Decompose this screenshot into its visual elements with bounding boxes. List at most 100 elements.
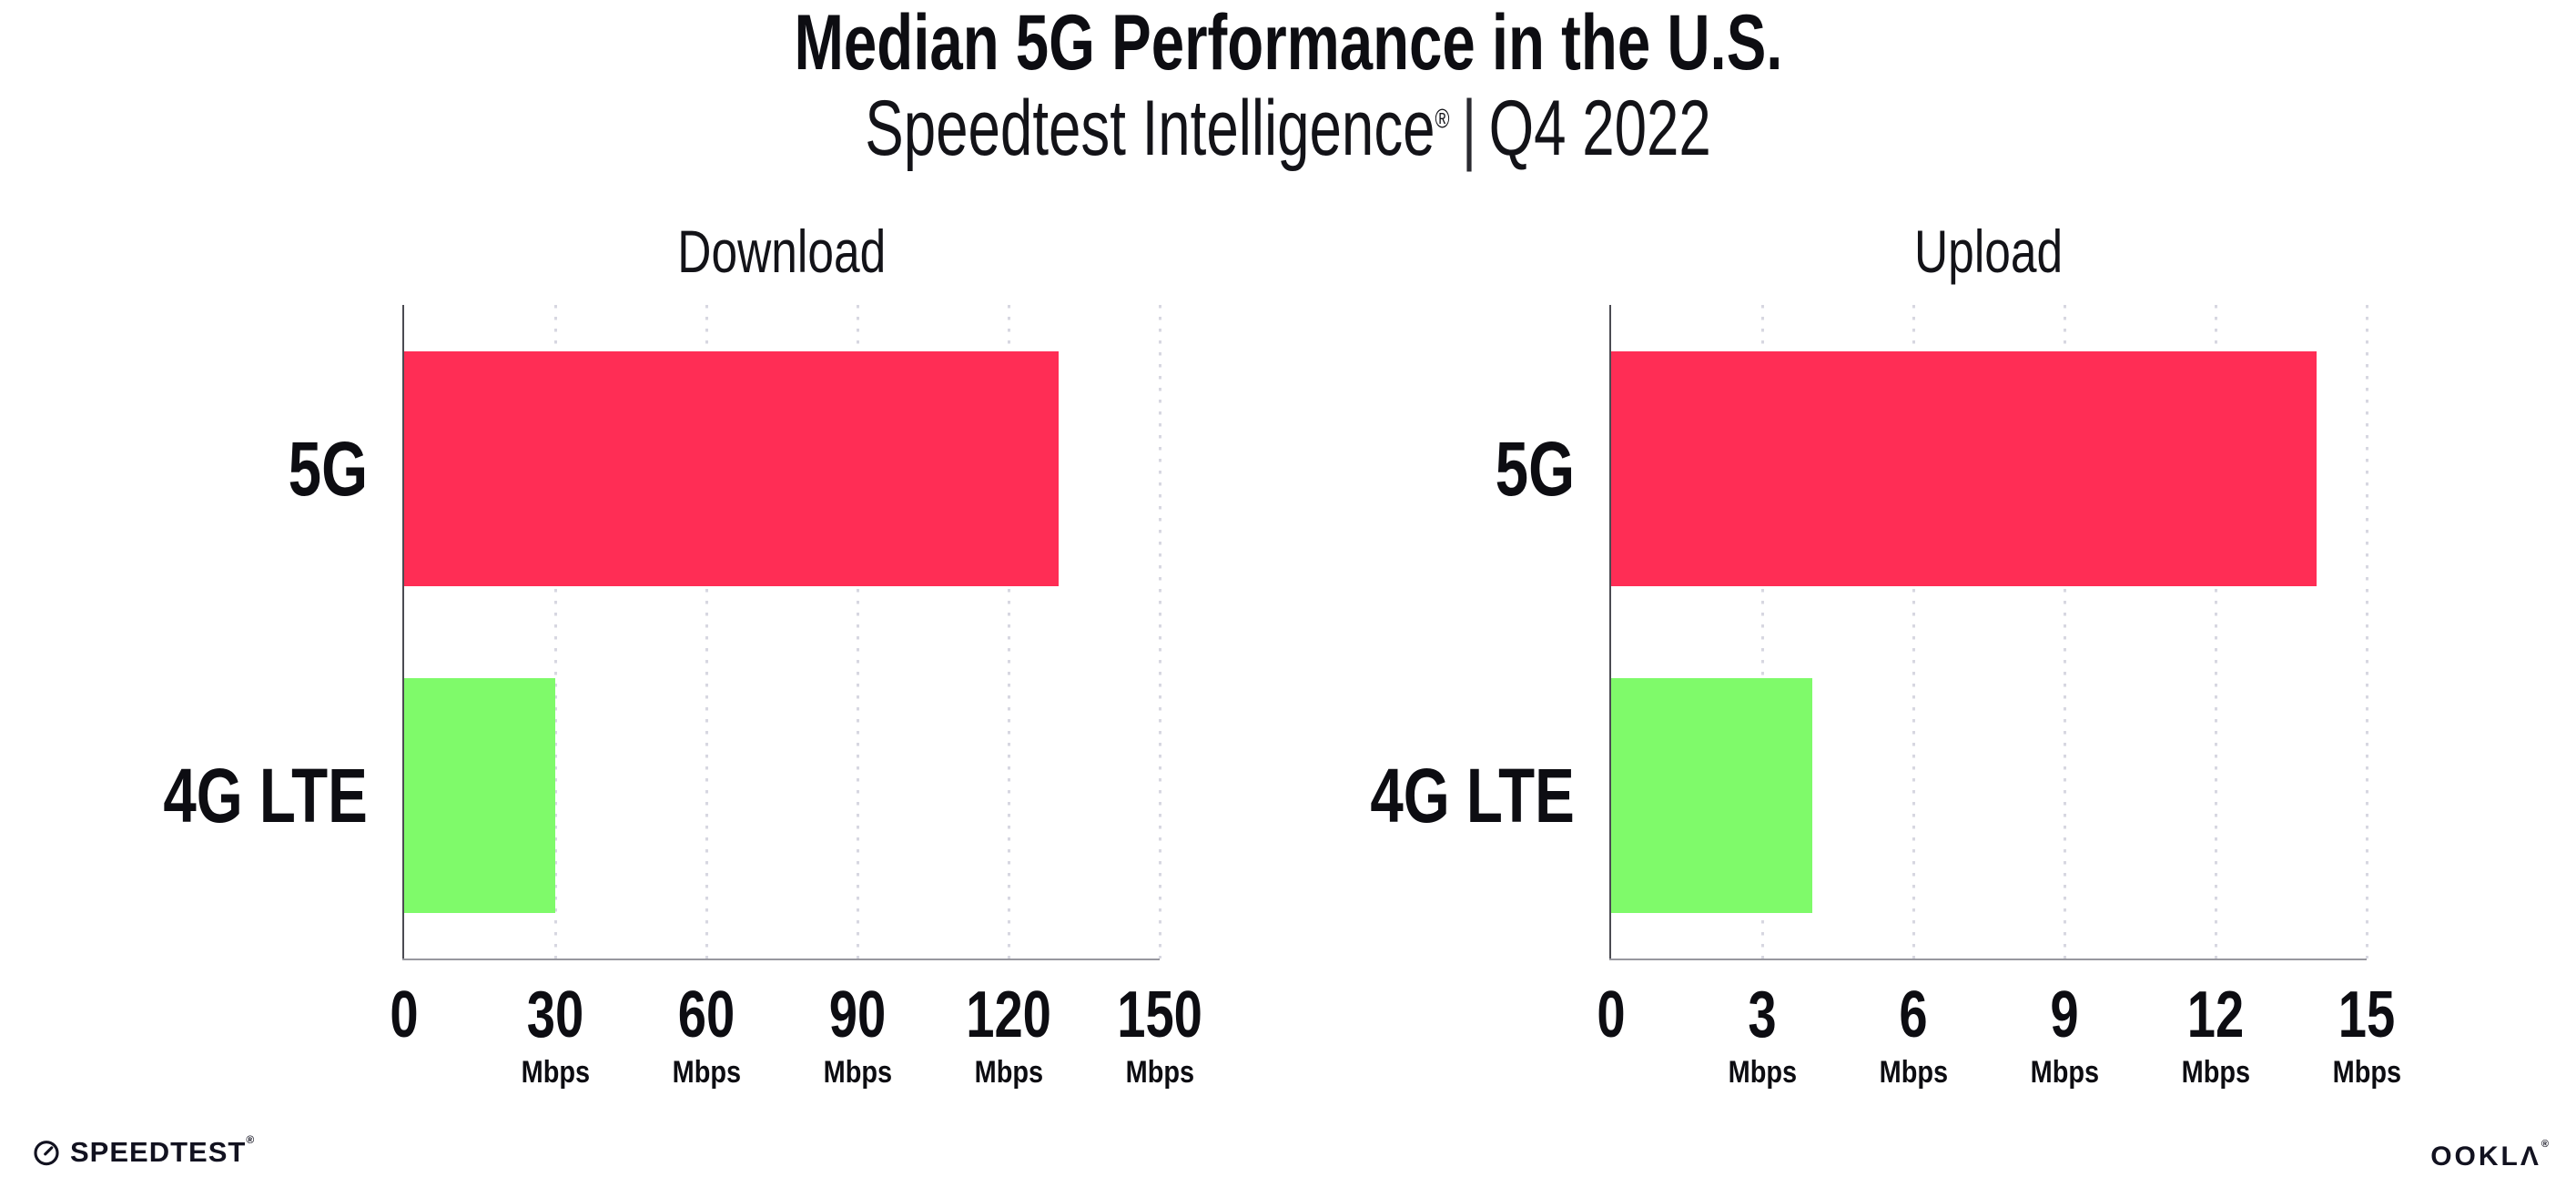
x-tick-unit-text: Mbps <box>2181 1055 2250 1090</box>
gridline-9 <box>2063 305 2066 959</box>
x-tick-unit-text: Mbps <box>2030 1055 2099 1090</box>
x-tick-value: 60 <box>615 982 797 1048</box>
upload-y-axis-line <box>1609 305 1611 960</box>
x-tick-value-text: 15 <box>2338 979 2396 1051</box>
category-label-4g-lte: 4G LTE <box>106 746 368 846</box>
subtitle-separator: | <box>1461 85 1477 172</box>
x-tick-150: 150 Mbps <box>1069 982 1251 1088</box>
category-label-5g: 5G <box>266 419 368 519</box>
x-tick-value: 3 <box>1671 982 1853 1048</box>
ookla-logo: OOKLΛ® <box>2430 1140 2549 1172</box>
x-tick-unit-text: Mbps <box>672 1055 741 1090</box>
x-tick-unit-text: Mbps <box>2332 1055 2401 1090</box>
upload-x-axis-line <box>1609 959 2367 960</box>
download-chart-title-text: Download <box>677 218 887 285</box>
speedtest-logo: SPEEDTEST® <box>33 1134 255 1168</box>
x-tick-unit: Mbps <box>615 1057 797 1088</box>
x-tick-value-text: 60 <box>677 979 735 1051</box>
x-tick-value-text: 6 <box>1899 979 1928 1051</box>
download-y-axis-line <box>402 305 404 960</box>
x-tick-120: 120 Mbps <box>918 982 1100 1088</box>
x-tick-value-text: 9 <box>2050 979 2079 1051</box>
x-tick-unit-text: Mbps <box>823 1055 892 1090</box>
upload-chart: Upload 5G 4G LTE 0 3 Mbps 6 Mbps 9 Mbps 12 Mbps 15 M… <box>1371 221 2401 1088</box>
subtitle-period: Q4 2022 <box>1488 85 1711 172</box>
x-tick-unit-text: Mbps <box>974 1055 1043 1090</box>
gridline-120 <box>1007 305 1010 959</box>
page-subtitle-text: Speedtest Intelligence® | Q4 2022 <box>865 87 1711 169</box>
page-subtitle: Speedtest Intelligence® | Q4 2022 <box>0 87 2576 169</box>
x-tick-90: 90 Mbps <box>766 982 948 1088</box>
x-tick-value-text: 3 <box>1748 979 1777 1051</box>
x-tick-unit: Mbps <box>1671 1057 1853 1088</box>
x-tick-value-text: 90 <box>828 979 887 1051</box>
gridline-30 <box>553 305 557 959</box>
category-label-4g-lte: 4G LTE <box>1313 746 1575 846</box>
speedtest-logo-text: SPEEDTEST® <box>70 1134 255 1168</box>
x-tick-value-text: 12 <box>2186 979 2245 1051</box>
gridline-150 <box>1158 305 1161 959</box>
x-tick-value: 120 <box>918 982 1100 1048</box>
x-tick-unit-text: Mbps <box>1879 1055 1948 1090</box>
category-label-text: 5G <box>1495 425 1575 512</box>
x-tick-unit: Mbps <box>2276 1057 2458 1088</box>
bar-4g-lte <box>404 677 555 913</box>
subtitle-brand: Speedtest Intelligence <box>865 85 1435 172</box>
x-tick-value: 90 <box>766 982 948 1048</box>
speedtest-wordmark: SPEEDTEST <box>70 1136 247 1168</box>
x-tick-15: 15 Mbps <box>2276 982 2458 1088</box>
gridline-6 <box>1912 305 1915 959</box>
download-chart-title: Download <box>350 221 1214 281</box>
speedtest-registered-icon: ® <box>246 1133 256 1146</box>
bar-5g <box>404 350 1060 586</box>
x-tick-unit: Mbps <box>1973 1057 2155 1088</box>
x-tick-3: 3 Mbps <box>1671 982 1853 1088</box>
x-tick-value: 6 <box>1822 982 2004 1048</box>
x-tick-value: 30 <box>464 982 646 1048</box>
category-label-text: 4G LTE <box>1370 752 1575 838</box>
x-tick-0: 0 <box>313 982 495 1048</box>
x-tick-9: 9 Mbps <box>1973 982 2155 1088</box>
x-tick-30: 30 Mbps <box>464 982 646 1088</box>
download-chart: Download 5G 4G LTE 0 30 Mbps 60 Mbps 90 Mbps 120 M… <box>164 221 1202 1088</box>
upload-chart-title: Upload <box>1557 221 2421 281</box>
x-tick-value: 12 <box>2125 982 2307 1048</box>
category-label-text: 4G LTE <box>163 752 368 838</box>
category-label-text: 5G <box>288 425 368 512</box>
category-label-5g: 5G <box>1473 419 1575 519</box>
x-tick-unit: Mbps <box>918 1057 1100 1088</box>
x-tick-unit: Mbps <box>464 1057 646 1088</box>
gridline-3 <box>1760 305 1764 959</box>
x-tick-0: 0 <box>1520 982 1702 1048</box>
x-tick-unit: Mbps <box>1822 1057 2004 1088</box>
bar-4g-lte <box>1611 677 1813 913</box>
gridline-15 <box>2365 305 2368 959</box>
page-title-text: Median 5G Performance in the U.S. <box>794 0 1782 86</box>
x-tick-unit-text: Mbps <box>1728 1055 1797 1090</box>
x-tick-unit: Mbps <box>766 1057 948 1088</box>
x-tick-12: 12 Mbps <box>2125 982 2307 1088</box>
x-tick-value: 15 <box>2276 982 2458 1048</box>
x-tick-value: 0 <box>313 982 495 1048</box>
page-title: Median 5G Performance in the U.S. <box>0 0 2576 86</box>
x-tick-unit-text: Mbps <box>1125 1055 1194 1090</box>
x-tick-value: 150 <box>1069 982 1251 1048</box>
x-tick-6: 6 Mbps <box>1822 982 2004 1088</box>
x-tick-value-text: 30 <box>526 979 584 1051</box>
download-x-axis-line <box>402 959 1160 960</box>
gridline-12 <box>2214 305 2217 959</box>
x-tick-value: 9 <box>1973 982 2155 1048</box>
speedtest-gauge-icon <box>34 1140 59 1165</box>
x-tick-value-text: 0 <box>1597 979 1626 1051</box>
bar-5g <box>1611 350 2317 586</box>
x-tick-unit: Mbps <box>1069 1057 1251 1088</box>
x-tick-unit: Mbps <box>2125 1057 2307 1088</box>
x-tick-value-text: 120 <box>966 979 1051 1051</box>
x-tick-value-text: 150 <box>1117 979 1202 1051</box>
ookla-wordmark: OOKLΛ <box>2430 1141 2541 1172</box>
gridline-90 <box>856 305 859 959</box>
gridline-60 <box>705 305 708 959</box>
ookla-registered-icon: ® <box>2541 1139 2549 1150</box>
x-tick-value: 0 <box>1520 982 1702 1048</box>
